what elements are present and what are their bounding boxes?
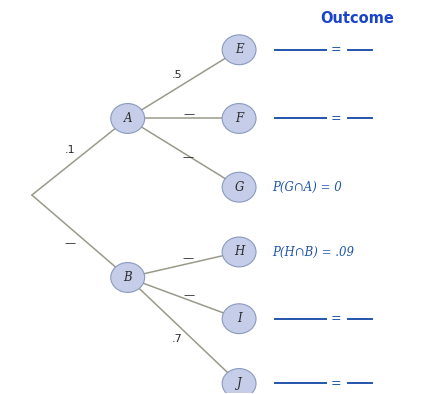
Text: I: I: [237, 312, 241, 325]
Circle shape: [222, 172, 256, 202]
Text: G: G: [234, 181, 244, 194]
Circle shape: [222, 304, 256, 334]
Circle shape: [111, 262, 145, 292]
Circle shape: [222, 104, 256, 134]
Text: J: J: [237, 377, 241, 390]
Text: —: —: [183, 109, 194, 119]
Text: —: —: [183, 290, 194, 300]
Text: =: =: [330, 312, 341, 325]
Text: .1: .1: [65, 145, 75, 155]
Text: —: —: [64, 238, 76, 248]
Text: F: F: [235, 112, 243, 125]
Text: =: =: [330, 112, 341, 125]
Text: B: B: [123, 271, 132, 284]
Text: A: A: [123, 112, 132, 125]
Text: P(H∩B) = .09: P(H∩B) = .09: [273, 245, 354, 258]
Text: =: =: [330, 377, 341, 390]
Text: =: =: [330, 43, 341, 56]
Circle shape: [111, 104, 145, 134]
Text: H: H: [234, 245, 244, 258]
Text: —: —: [182, 253, 194, 264]
Text: E: E: [235, 43, 244, 56]
Text: .7: .7: [171, 334, 182, 344]
Circle shape: [222, 368, 256, 394]
Circle shape: [222, 35, 256, 65]
Circle shape: [222, 237, 256, 267]
Text: P(G∩A) = 0: P(G∩A) = 0: [273, 181, 342, 194]
Text: .5: .5: [171, 71, 182, 80]
Text: Outcome: Outcome: [320, 11, 394, 26]
Text: —: —: [182, 152, 194, 162]
